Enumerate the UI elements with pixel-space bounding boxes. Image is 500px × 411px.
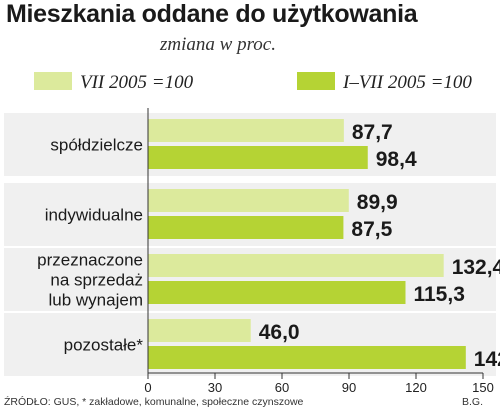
category-label: pozostałe* (64, 336, 144, 355)
category-label: indywidualne (45, 206, 143, 225)
data-label: 132,4 (452, 256, 500, 279)
bar (148, 189, 349, 212)
category-label: przeznaczone (37, 251, 143, 270)
x-tick-label: 60 (275, 380, 289, 395)
data-label: 115,3 (413, 283, 464, 306)
x-tick-label: 0 (144, 380, 151, 395)
data-label: 87,5 (351, 218, 392, 241)
bar (148, 319, 251, 342)
x-tick-label: 30 (208, 380, 222, 395)
bar (148, 146, 368, 169)
bar (148, 346, 466, 369)
x-tick-label: 90 (342, 380, 356, 395)
data-label: 87,7 (352, 121, 393, 144)
bar (148, 119, 344, 142)
chart-title: Mieszkania oddane do użytkowania (6, 0, 418, 28)
source-note: ŹRÓDŁO: GUS, * zakładowe, komunalne, spo… (4, 396, 304, 408)
bar (148, 281, 406, 304)
data-label: 46,0 (259, 321, 300, 344)
author-credit: B.G. (462, 396, 484, 408)
x-tick-label: 150 (472, 380, 494, 395)
x-tick-label: 120 (405, 380, 427, 395)
bar (148, 216, 344, 239)
legend: VII 2005 =100 I–VII 2005 =100 (34, 72, 472, 93)
legend-swatch-2 (297, 72, 335, 90)
data-label: 89,9 (357, 191, 398, 214)
legend-label-1: VII 2005 =100 (80, 72, 194, 93)
data-label: 142,3 (474, 348, 500, 371)
bar (148, 254, 444, 277)
bars: 87,7 98,4 89,9 87,5 132,4 115,3 46,0 142,3 (148, 119, 500, 371)
category-label: spółdzielcze (50, 136, 143, 155)
chart-subtitle: zmiana w proc. (160, 34, 276, 55)
category-label: na sprzedaż (50, 271, 143, 290)
x-axis: 0 30 60 90 120 150 (144, 108, 494, 395)
legend-label-2: I–VII 2005 =100 (342, 72, 472, 93)
legend-swatch-1 (34, 72, 72, 90)
data-label: 98,4 (376, 148, 417, 171)
category-label: lub wynajem (49, 291, 144, 310)
